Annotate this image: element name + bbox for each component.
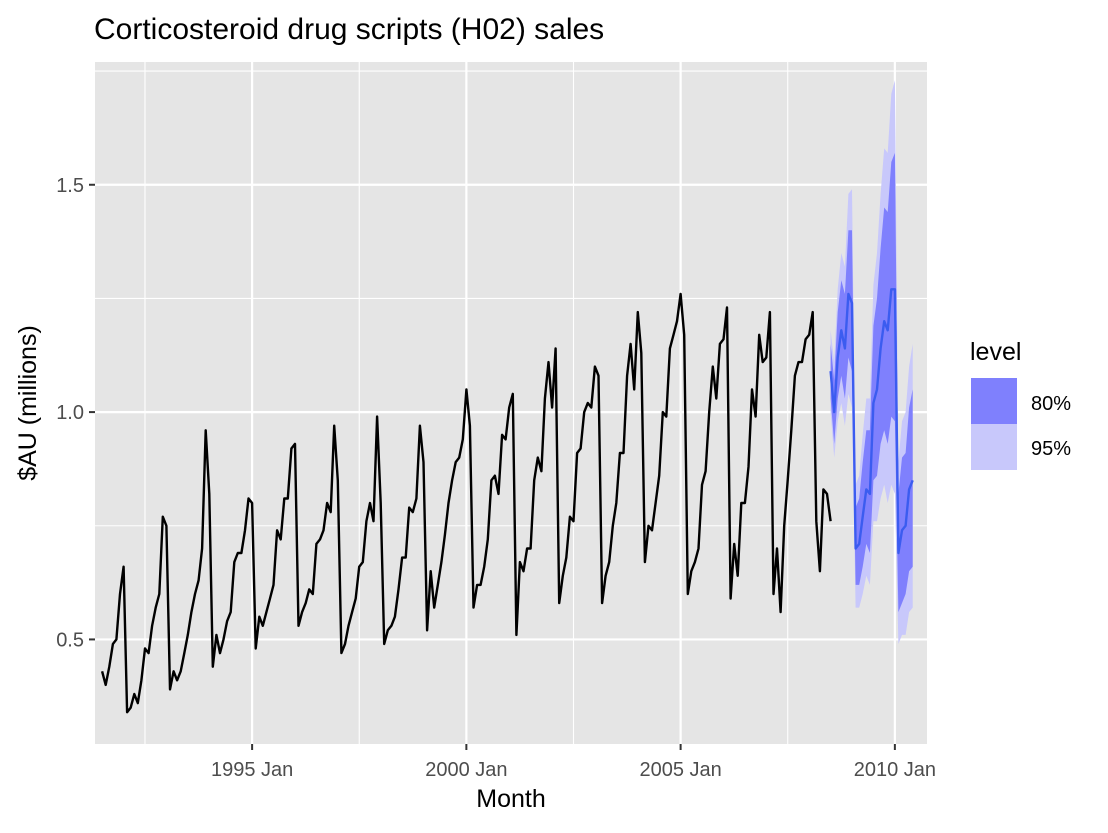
forecast-mean-line xyxy=(829,288,914,555)
legend: level 80% 95% xyxy=(970,338,1071,470)
x-tick-label-3: 2010 Jan xyxy=(854,759,936,781)
axis-ticks xyxy=(89,183,896,750)
history-line xyxy=(100,292,832,714)
x-tick-labels: 1995 Jan 2000 Jan 2005 Jan 2010 Jan xyxy=(211,759,936,781)
x-tick-label-2: 2005 Jan xyxy=(639,759,721,781)
x-tick-label-0: 1995 Jan xyxy=(211,759,293,781)
legend-label-80: 80% xyxy=(1031,393,1071,415)
legend-label-95: 95% xyxy=(1031,438,1071,460)
y-tick-label-2: 1.5 xyxy=(56,175,84,197)
grid-minor xyxy=(95,62,927,744)
y-tick-labels: 0.5 1.0 1.5 xyxy=(56,175,84,652)
legend-key-95 xyxy=(971,424,1017,470)
legend-key-80 xyxy=(971,378,1017,424)
y-tick-label-1: 1.0 xyxy=(56,402,84,424)
interval-80-band xyxy=(830,152,913,613)
series-lines xyxy=(100,288,914,714)
legend-title: level xyxy=(970,338,1021,366)
chart-title: Corticosteroid drug scripts (H02) sales xyxy=(94,13,604,46)
band-80-area xyxy=(830,152,913,613)
y-tick-label-0: 0.5 xyxy=(56,629,84,651)
x-axis-label: Month xyxy=(476,785,545,813)
x-tick-label-1: 2000 Jan xyxy=(425,759,507,781)
y-axis-label: $AU (millions) xyxy=(14,325,42,481)
